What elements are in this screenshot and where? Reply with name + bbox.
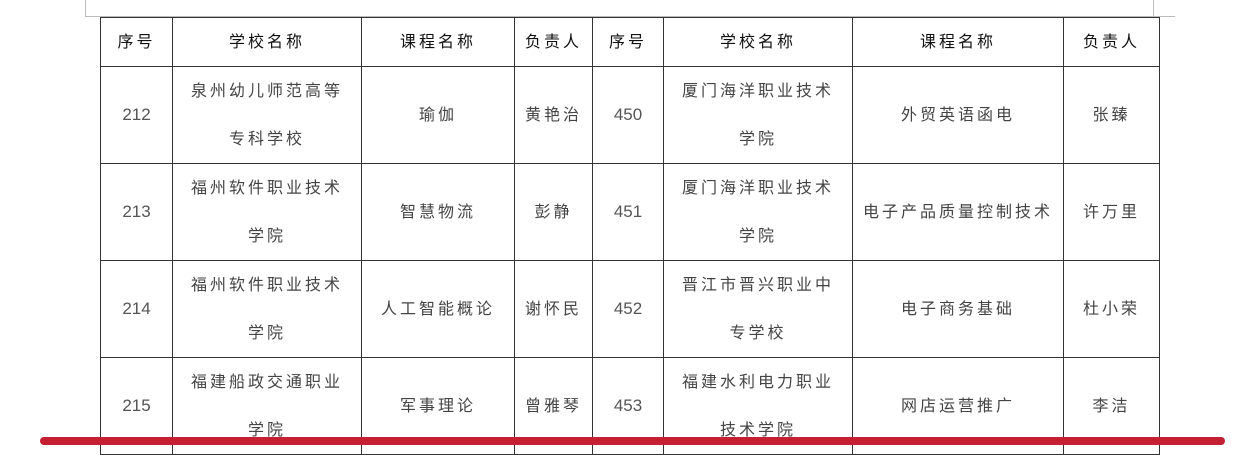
- owner-cell: 黄艳治: [514, 66, 593, 164]
- school-cell: 泉州幼儿师范高等专科学校: [172, 66, 362, 164]
- seq-cell: 450: [592, 66, 664, 164]
- course-cell: 电子商务基础: [852, 260, 1064, 358]
- seq-cell: 213: [100, 163, 173, 261]
- course-cell: 人工智能概论: [361, 260, 515, 358]
- course-table: 序号 学校名称 课程名称 负责人 序号 学校名称 课程名称 负责人 212 泉州幼儿师范高等专科…: [100, 17, 1160, 455]
- school-cell: 福州软件职业技术学院: [172, 163, 362, 261]
- seq-cell: 214: [100, 260, 173, 358]
- school-cell: 厦门海洋职业技术学院: [663, 66, 853, 164]
- header-school: 学校名称: [172, 17, 362, 67]
- seq-cell: 212: [100, 66, 173, 164]
- seq-cell: 452: [592, 260, 664, 358]
- header-course: 课程名称: [361, 17, 515, 67]
- header-row: 序号 学校名称 课程名称 负责人 序号 学校名称 课程名称 负责人: [100, 17, 1160, 67]
- table-row: 212 泉州幼儿师范高等专科学校 瑜伽 黄艳治 450 厦门海洋职业技术学院 外贸英语函电张…: [100, 66, 1160, 164]
- page-margin-guide-top: [85, 16, 1175, 17]
- header-owner: 负责人: [514, 17, 593, 67]
- red-annotation-line: [40, 437, 1225, 445]
- owner-cell: 许万里: [1063, 163, 1160, 261]
- school-cell: 福州软件职业技术学院: [172, 260, 362, 358]
- course-cell: 外贸英语函电: [852, 66, 1064, 164]
- table-row: 215 福建船政交通职业学院 军事理论 曾雅琴 453 福建水利电力职业技术学院 网店运营推…: [100, 357, 1160, 455]
- header-owner: 负责人: [1063, 17, 1160, 67]
- page-margin-guide-left: [85, 0, 86, 17]
- header-school: 学校名称: [663, 17, 853, 67]
- header-course: 课程名称: [852, 17, 1064, 67]
- owner-cell: 彭静: [514, 163, 593, 261]
- owner-cell: 杜小荣: [1063, 260, 1160, 358]
- course-cell: 智慧物流: [361, 163, 515, 261]
- owner-cell: 谢怀民: [514, 260, 593, 358]
- page-margin-guide-right: [1153, 0, 1154, 17]
- table-row: 214 福州软件职业技术学院 人工智能概论 谢怀民 452 晋江市晋兴职业中专学校 电子商务…: [100, 260, 1160, 358]
- course-cell: 电子产品质量控制技术: [852, 163, 1064, 261]
- school-cell: 晋江市晋兴职业中专学校: [663, 260, 853, 358]
- table-row: 213 福州软件职业技术学院 智慧物流 彭静 451 厦门海洋职业技术学院 电子产品质量控制…: [100, 163, 1160, 261]
- course-cell: 瑜伽: [361, 66, 515, 164]
- seq-cell: 451: [592, 163, 664, 261]
- header-seq: 序号: [592, 17, 664, 67]
- header-seq: 序号: [100, 17, 173, 67]
- school-cell: 厦门海洋职业技术学院: [663, 163, 853, 261]
- owner-cell: 张臻: [1063, 66, 1160, 164]
